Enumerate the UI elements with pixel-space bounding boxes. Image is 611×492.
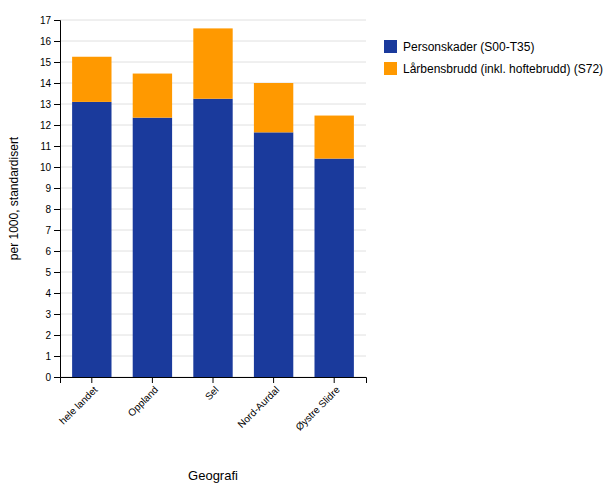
y-tick: 5: [45, 267, 60, 278]
x-tick: Oppland: [126, 377, 161, 419]
y-tick-mark: [54, 293, 60, 294]
y-tick-label: 11: [41, 141, 52, 152]
y-tick-label: 9: [45, 183, 51, 194]
y-tick-label: 4: [45, 288, 51, 299]
y-tick-label: 0: [45, 372, 51, 383]
y-tick-mark: [54, 335, 60, 336]
x-tick: hele landet: [57, 377, 100, 426]
y-tick: 4: [45, 288, 60, 299]
x-axis: hele landet Oppland Sel Nord-Aurdal Øystre S…: [57, 377, 366, 433]
bars: [72, 28, 354, 377]
legend-label: Personskader (S00-T35): [403, 40, 534, 54]
y-axis-line: [54, 21, 61, 378]
y-tick-mark: [54, 356, 60, 357]
bar: [254, 83, 293, 132]
y-tick: 1: [45, 351, 60, 362]
y-tick-label: 8: [45, 204, 51, 215]
y-tick-mark: [54, 104, 60, 105]
y-axis: 01234567891011121314151617: [40, 15, 61, 383]
plot: 01234567891011121314151617hele landetOpp…: [7, 15, 367, 483]
y-tick: 8: [45, 204, 60, 215]
y-tick-mark: [54, 314, 60, 315]
series: [72, 28, 354, 158]
x-tick: Sel: [203, 377, 221, 402]
y-tick: 17: [40, 15, 60, 26]
x-tick-mark: [91, 377, 92, 383]
y-tick: 15: [40, 57, 60, 68]
x-tick: Nord-Aurdal: [235, 377, 281, 430]
y-tick: 9: [45, 183, 60, 194]
y-tick-label: 14: [40, 78, 52, 89]
x-tick-label: hele landet: [57, 384, 100, 427]
y-tick: 10: [40, 162, 60, 173]
chart: 01234567891011121314151617hele landetOpp…: [0, 0, 611, 492]
y-tick-mark: [54, 167, 60, 168]
y-tick-mark: [54, 377, 60, 378]
y-tick-mark: [54, 125, 60, 126]
x-tick-label: Nord-Aurdal: [235, 384, 281, 430]
series: [72, 99, 354, 377]
y-tick-label: 3: [45, 309, 51, 320]
y-tick-mark: [54, 83, 60, 84]
x-tick-label: Øystre Slidre: [293, 384, 342, 433]
legend-label: Lårbensbrudd (inkl. hoftebrudd) (S72): [403, 62, 603, 76]
y-tick: 7: [45, 225, 60, 236]
x-tick: Øystre Slidre: [293, 377, 342, 433]
bar: [72, 102, 111, 377]
y-tick-mark: [54, 272, 60, 273]
y-tick: 11: [41, 141, 60, 152]
y-tick-label: 13: [40, 99, 52, 110]
x-axis-line: [61, 378, 367, 384]
y-tick-mark: [54, 188, 60, 189]
y-tick: 16: [40, 36, 60, 47]
y-tick: 0: [45, 372, 60, 383]
x-tick-mark: [152, 377, 153, 383]
bar: [254, 132, 293, 377]
y-tick: 12: [40, 120, 60, 131]
bar: [314, 159, 353, 377]
legend-item: Personskader (S00-T35): [384, 40, 534, 54]
legend-swatch: [384, 62, 397, 75]
y-tick-mark: [54, 146, 60, 147]
y-tick-label: 2: [45, 330, 51, 341]
y-tick-mark: [54, 251, 60, 252]
bar: [133, 74, 172, 118]
y-tick: 6: [45, 246, 60, 257]
y-tick-mark: [54, 209, 60, 210]
y-tick-label: 6: [45, 246, 51, 257]
bar: [193, 28, 232, 98]
x-axis-title: Geografi: [188, 468, 238, 483]
y-tick-label: 10: [40, 162, 52, 173]
x-tick-mark: [213, 377, 214, 383]
x-tick-mark: [334, 377, 335, 383]
bar: [314, 116, 353, 159]
y-tick-mark: [54, 41, 60, 42]
y-tick: 3: [45, 309, 60, 320]
y-tick-label: 12: [40, 120, 52, 131]
y-axis-title: per 1000, standardisert: [7, 136, 21, 260]
grid: [60, 20, 366, 377]
grid-line: [60, 20, 366, 21]
y-tick-mark: [54, 230, 60, 231]
legend-swatch: [384, 40, 397, 53]
y-tick-mark: [54, 62, 60, 63]
y-tick-label: 5: [45, 267, 51, 278]
x-tick-label: Oppland: [126, 384, 161, 419]
legend: Personskader (S00-T35) Lårbensbrudd (inkl…: [384, 40, 603, 76]
y-tick-mark: [54, 20, 60, 21]
y-tick-label: 16: [40, 36, 52, 47]
bar: [193, 99, 232, 377]
x-tick-label: Sel: [203, 384, 221, 402]
y-tick: 14: [40, 78, 60, 89]
y-tick-label: 17: [40, 15, 52, 26]
bar: [72, 57, 111, 102]
y-tick: 2: [45, 330, 60, 341]
y-tick-label: 15: [40, 57, 52, 68]
y-tick-label: 7: [45, 225, 51, 236]
bar: [133, 118, 172, 377]
x-tick-mark: [273, 377, 274, 383]
y-tick-label: 1: [45, 351, 51, 362]
y-tick: 13: [40, 99, 60, 110]
legend-item: Lårbensbrudd (inkl. hoftebrudd) (S72): [384, 62, 603, 76]
